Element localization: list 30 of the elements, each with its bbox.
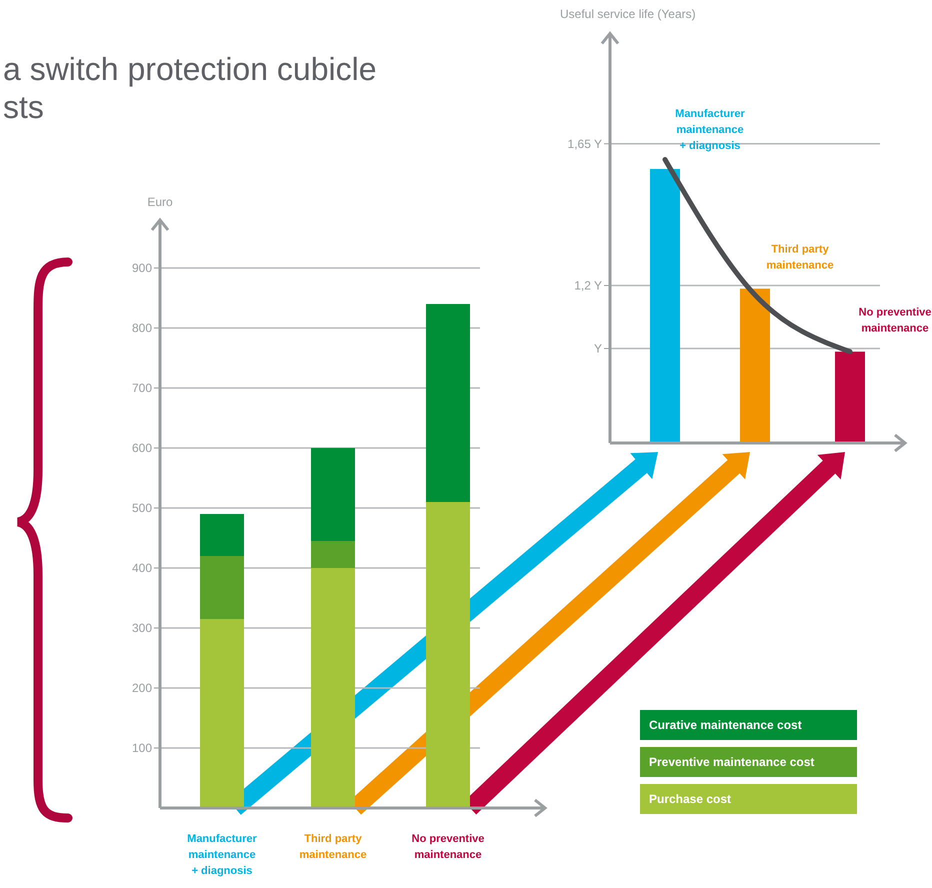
y-tick-label: 400	[132, 561, 152, 576]
y-tick-label: 900	[132, 261, 152, 276]
y-tick-label: 700	[132, 381, 152, 396]
bar	[426, 304, 470, 502]
x-tick-label: Manufacturer maintenance + diagnosis	[187, 833, 258, 877]
x-tick-label: No preventive maintenance	[858, 306, 932, 335]
x-tick-label: Third party maintenance	[299, 833, 367, 861]
y-tick-label: 300	[132, 621, 152, 636]
x-tick-label: Manufacturer maintenance + diagnosis	[675, 108, 746, 152]
y-tick-label: 800	[132, 321, 152, 336]
chart-title: a switch protection cubicle sts	[3, 51, 377, 125]
text: Purchase cost	[649, 792, 732, 806]
y-axis-title: Useful service life (Years)	[560, 7, 696, 21]
y-tick-label: 500	[132, 501, 152, 516]
y-tick-label: 200	[132, 681, 152, 696]
y-tick-label: Y	[594, 342, 602, 356]
y-tick-label: 100	[132, 741, 152, 756]
y-axis-title: Euro	[147, 195, 173, 209]
y-tick-label: 1,65 Y	[568, 136, 602, 151]
bar	[426, 502, 470, 808]
bar	[200, 556, 244, 619]
bar	[311, 541, 355, 568]
bar	[200, 619, 244, 808]
y-tick-label: 1,2 Y	[574, 278, 602, 293]
text: Curative maintenance cost	[649, 718, 802, 732]
x-tick-label: No preventive maintenance	[412, 833, 484, 861]
text: Preventive maintenance cost	[649, 755, 814, 770]
x-tick-label: Third party maintenance	[766, 244, 834, 272]
bar	[200, 514, 244, 556]
y-tick-label: 600	[132, 441, 152, 456]
